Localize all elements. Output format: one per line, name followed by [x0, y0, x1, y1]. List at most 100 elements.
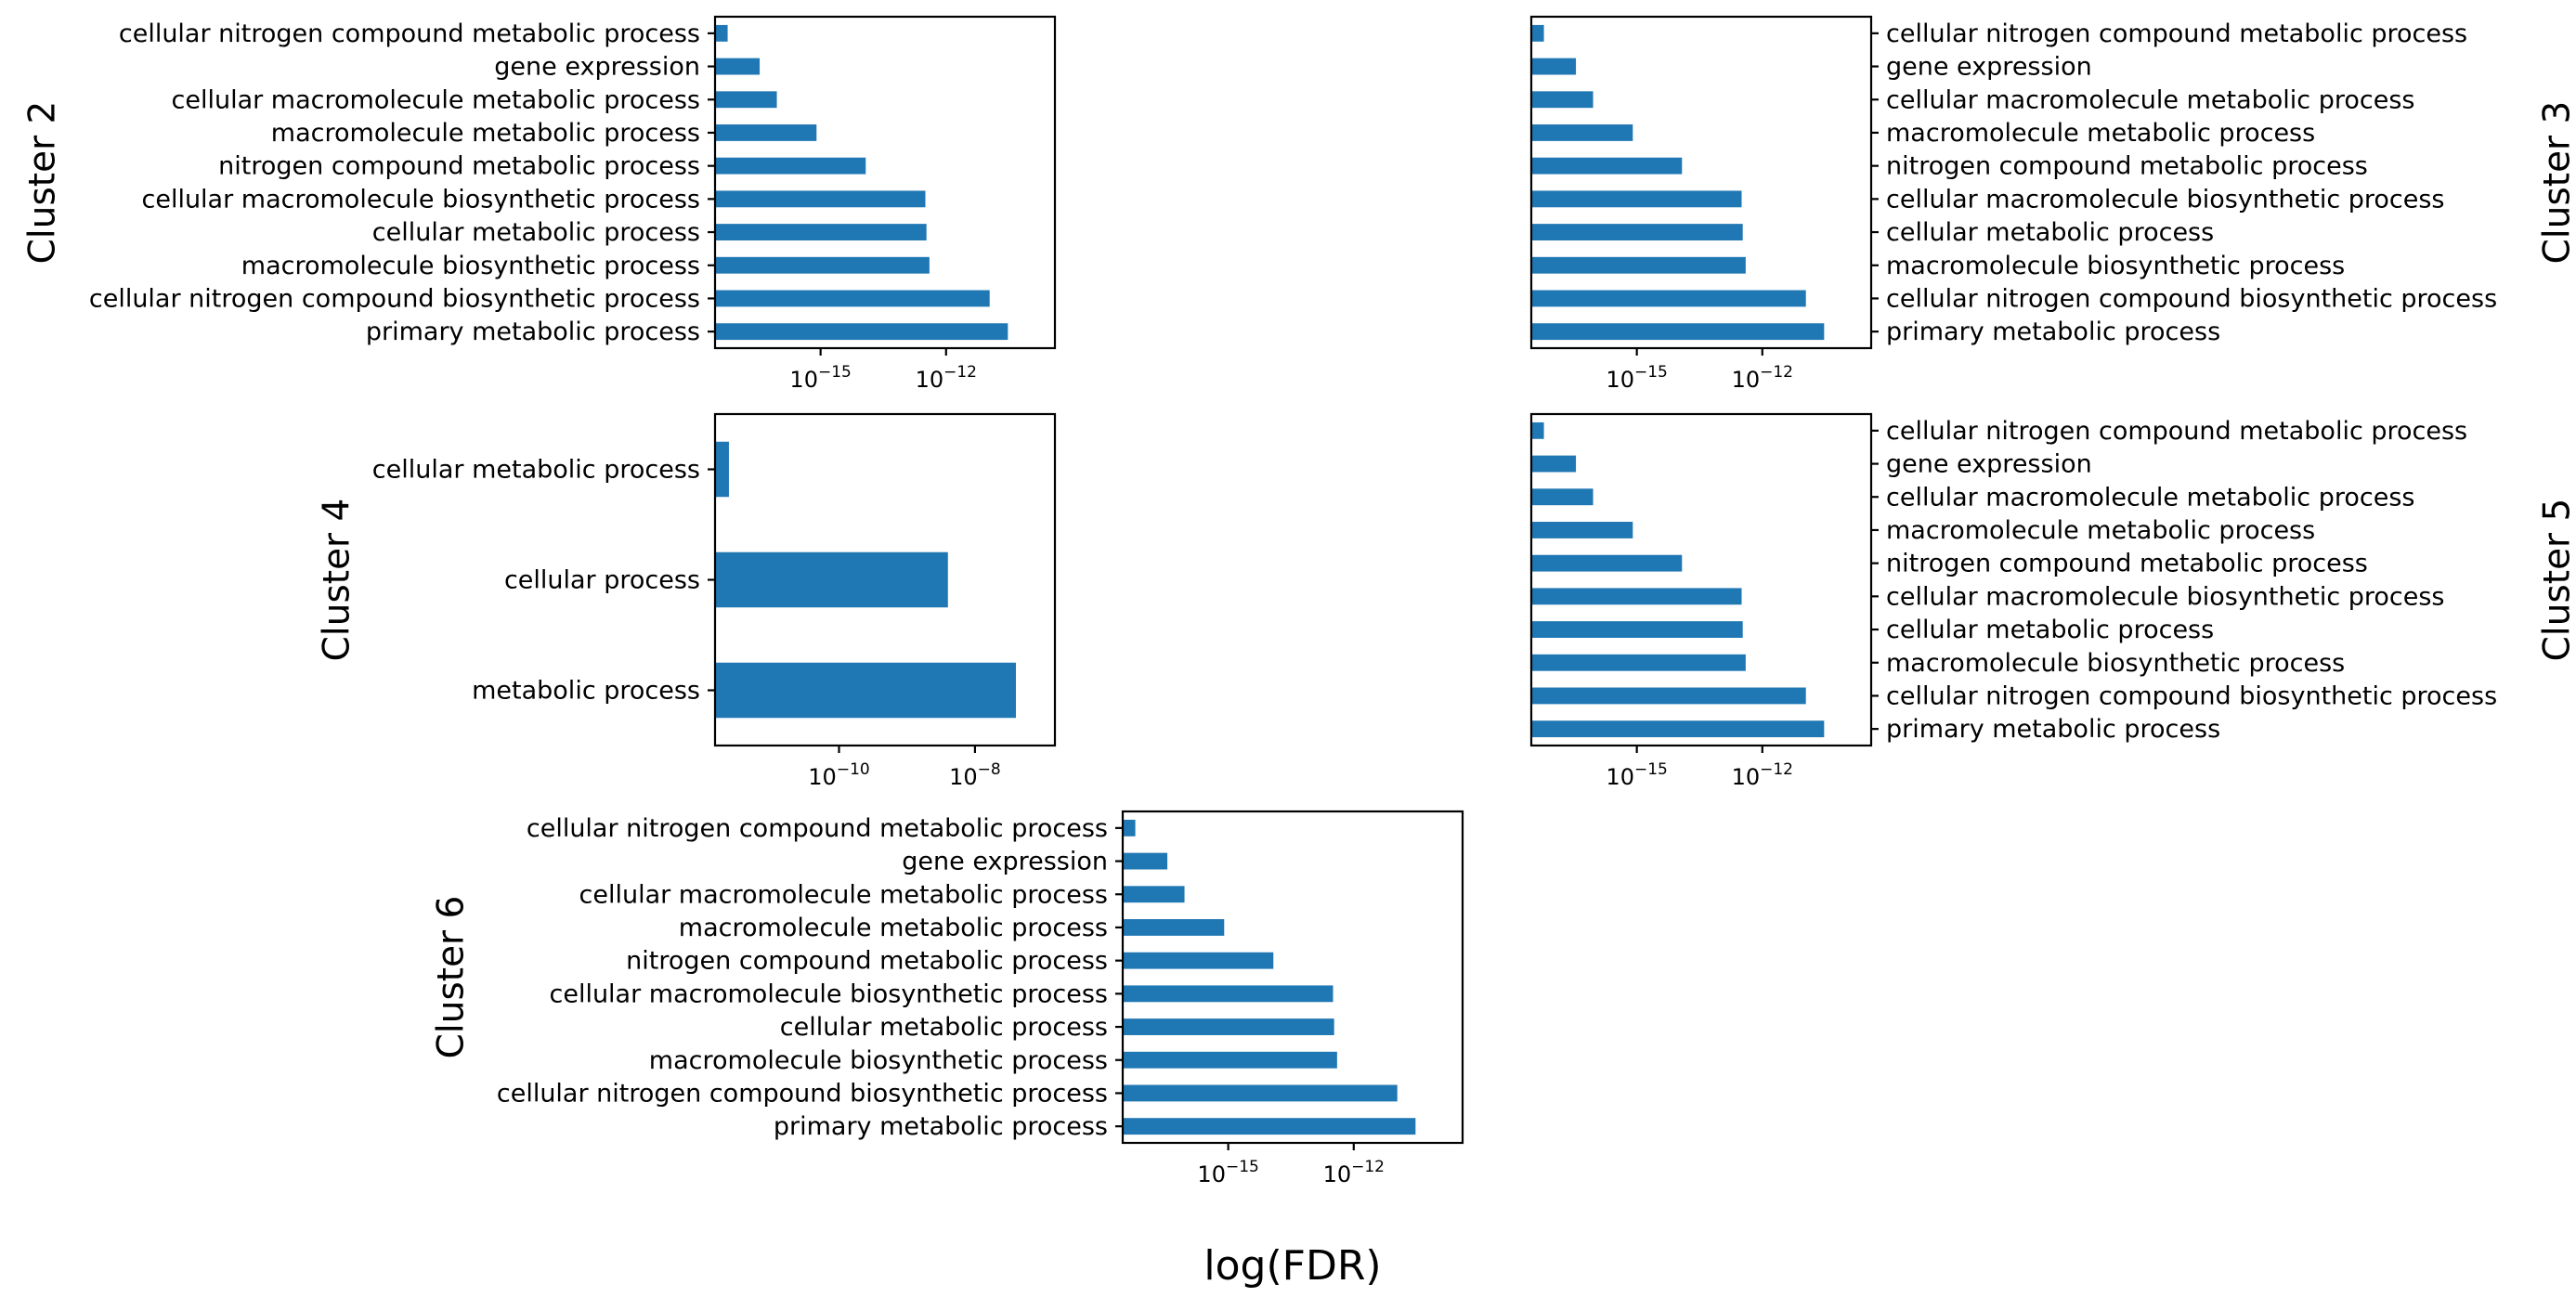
panel-5: cellular nitrogen compound metabolic pro… — [431, 810, 1464, 1187]
bar — [1531, 488, 1594, 506]
category-label: cellular nitrogen compound metabolic pro… — [527, 814, 1108, 843]
bar — [1531, 91, 1594, 109]
category-label: nitrogen compound metabolic process — [626, 947, 1108, 976]
cluster-label: Cluster 3 — [2537, 101, 2576, 265]
x-tick-label: 10−15 — [789, 363, 851, 393]
category-label: macromolecule biosynthetic process — [649, 1046, 1108, 1075]
bar — [1123, 985, 1334, 1003]
cluster-label: Cluster 4 — [317, 499, 358, 662]
tick-base: 10 — [1197, 1161, 1226, 1187]
bar — [715, 662, 1016, 719]
bar — [1531, 422, 1544, 439]
bar — [1531, 290, 1806, 307]
axes-frame — [713, 15, 1057, 350]
category-label: cellular nitrogen compound biosynthetic … — [89, 284, 700, 313]
category-label: cellular nitrogen compound biosynthetic … — [497, 1079, 1108, 1108]
cluster-label: Cluster 2 — [22, 101, 64, 265]
bar — [1531, 124, 1633, 141]
bar — [1123, 819, 1136, 837]
tick-base: 10 — [1606, 367, 1634, 393]
bar — [1531, 654, 1746, 671]
category-label: gene expression — [494, 53, 700, 82]
bar — [715, 24, 728, 42]
bar — [1123, 1018, 1334, 1035]
category-label: cellular metabolic process — [1886, 218, 2214, 247]
category-label: cellular metabolic process — [780, 1013, 1108, 1042]
bar — [1531, 554, 1683, 572]
category-label: cellular nitrogen compound biosynthetic … — [1886, 681, 2497, 710]
category-label: primary metabolic process — [774, 1112, 1108, 1141]
bar — [1531, 720, 1825, 738]
category-label: gene expression — [902, 848, 1108, 876]
category-label: macromolecule biosynthetic process — [1886, 649, 2345, 678]
bar — [1123, 919, 1225, 936]
category-label: cellular macromolecule metabolic process — [172, 85, 701, 114]
category-label: cellular metabolic process — [372, 218, 700, 247]
panel-3: cellular metabolic process cellular proce… — [317, 412, 1057, 790]
category-label: primary metabolic process — [1886, 715, 2220, 744]
x-tick-label: 10−10 — [808, 760, 869, 790]
tick-exponent: −12 — [1760, 760, 1793, 779]
category-label: primary metabolic process — [1886, 318, 2220, 346]
bar — [715, 551, 948, 608]
category-label: cellular nitrogen compound biosynthetic … — [1886, 284, 2497, 313]
x-tick-label: 10−12 — [1732, 760, 1793, 790]
category-label: nitrogen compound metabolic process — [1886, 152, 2368, 181]
category-label: macromolecule metabolic process — [679, 914, 1108, 942]
bar — [1123, 1051, 1337, 1069]
x-tick-label: 10−12 — [916, 363, 977, 393]
x-tick-label: 10−12 — [1732, 363, 1793, 393]
bar — [1123, 1084, 1398, 1102]
x-tick-label: 10−15 — [1606, 363, 1667, 393]
category-label: cellular macromolecule metabolic process — [1886, 483, 2415, 512]
bar — [1531, 455, 1577, 473]
category-label: nitrogen compound metabolic process — [1886, 550, 2368, 578]
tick-exponent: −12 — [943, 363, 977, 382]
bar — [1123, 952, 1274, 969]
axes-frame — [1121, 810, 1464, 1145]
category-label: macromolecule metabolic process — [271, 119, 700, 148]
category-label: cellular nitrogen compound metabolic pro… — [1886, 417, 2467, 446]
tick-exponent: −8 — [978, 760, 1001, 779]
category-label: macromolecule biosynthetic process — [1886, 252, 2345, 280]
category-label: gene expression — [1886, 450, 2092, 479]
axes-frame — [1529, 15, 1873, 350]
category-label: cellular metabolic process — [1886, 616, 2214, 644]
bar — [715, 157, 866, 175]
bar — [1531, 24, 1544, 42]
bar — [715, 256, 930, 274]
category-label: cellular macromolecule metabolic process — [579, 880, 1109, 909]
category-label: primary metabolic process — [366, 318, 700, 346]
tick-base: 10 — [916, 367, 944, 393]
bar — [1531, 190, 1742, 208]
bar — [1531, 224, 1743, 240]
bar — [1531, 323, 1825, 341]
category-label: metabolic process — [472, 677, 700, 706]
bar — [1531, 687, 1806, 705]
global-xlabel: log(FDR) — [1203, 1242, 1381, 1290]
category-label: cellular macromolecule biosynthetic proc… — [1886, 582, 2445, 611]
category-label: cellular macromolecule biosynthetic proc… — [141, 185, 700, 214]
tick-exponent: −15 — [1634, 760, 1668, 779]
category-label: cellular macromolecule biosynthetic proc… — [549, 979, 1108, 1008]
panel-4: cellular nitrogen compound metabolic pro… — [1529, 412, 2576, 790]
bar — [1531, 522, 1633, 538]
category-label: cellular metabolic process — [372, 456, 700, 485]
x-tick-label: 10−15 — [1197, 1158, 1258, 1187]
axes-frame — [1529, 412, 1873, 747]
cluster-label: Cluster 6 — [431, 896, 473, 1059]
category-label: gene expression — [1886, 53, 2092, 82]
x-tick-label: 10−15 — [1606, 760, 1667, 790]
bar — [715, 58, 761, 75]
tick-base: 10 — [789, 367, 818, 393]
x-tick-label: 10−8 — [949, 760, 1001, 790]
category-label: cellular nitrogen compound metabolic pro… — [1886, 19, 2467, 48]
category-label: macromolecule biosynthetic process — [241, 252, 700, 280]
bar — [1123, 1118, 1416, 1135]
axes-frame — [713, 412, 1057, 747]
bar — [1531, 621, 1743, 638]
panels: cellular nitrogen compound metabolic pro… — [22, 15, 2576, 1187]
tick-base: 10 — [949, 764, 978, 790]
bar — [715, 441, 729, 498]
